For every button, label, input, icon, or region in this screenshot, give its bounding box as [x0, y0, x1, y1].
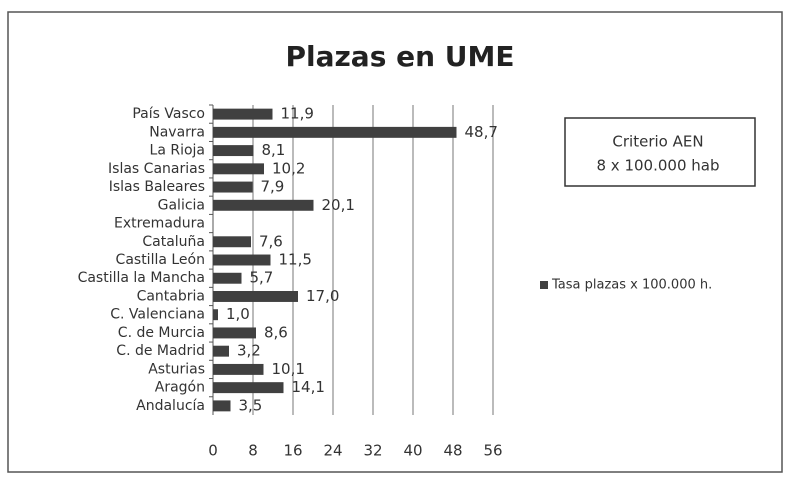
y-tick-label: Castilla la Mancha — [78, 270, 205, 286]
y-tick-label: Extremadura — [114, 216, 205, 232]
chart-title: Plazas en UME — [285, 40, 514, 73]
data-label: 7,9 — [261, 178, 285, 196]
data-label: 1,0 — [226, 305, 250, 323]
y-tick-label: Cataluña — [142, 234, 205, 250]
bar — [213, 400, 231, 412]
bar — [213, 254, 271, 266]
y-tick-label: Galicia — [158, 197, 205, 213]
y-tick-label: C. de Murcia — [118, 325, 205, 341]
y-tick-label: Castilla León — [116, 252, 205, 268]
annotation-line: 8 x 100.000 hab — [597, 157, 720, 175]
bar — [213, 236, 251, 248]
x-tick-label: 8 — [248, 442, 258, 460]
y-tick-label: Andalucía — [136, 398, 205, 414]
bar — [213, 108, 273, 120]
bar — [213, 291, 298, 302]
y-tick-label: C. de Madrid — [116, 343, 205, 359]
y-tick-label: La Rioja — [150, 143, 205, 159]
y-tick-label: País Vasco — [132, 106, 205, 122]
chart-frame — [7, 11, 783, 473]
bar — [213, 382, 284, 394]
y-tick-label: Asturias — [148, 361, 205, 377]
data-label: 10,1 — [272, 360, 305, 378]
y-tick-label: Aragón — [155, 380, 205, 396]
x-tick-label: 16 — [283, 442, 302, 460]
bar — [213, 163, 264, 175]
bar — [213, 126, 457, 138]
x-tick-label: 48 — [443, 442, 462, 460]
bar — [213, 272, 242, 284]
data-label: 14,1 — [292, 378, 325, 396]
bar — [213, 345, 229, 357]
bar — [213, 327, 256, 339]
bar — [213, 145, 254, 157]
bar — [213, 363, 264, 375]
data-label: 3,5 — [239, 396, 263, 414]
x-tick-label: 40 — [403, 442, 422, 460]
data-label: 8,1 — [262, 141, 286, 159]
annotation-box — [564, 117, 756, 187]
data-label: 10,2 — [272, 159, 305, 177]
data-label: 17,0 — [306, 287, 339, 305]
y-tick-label: Cantabria — [137, 288, 205, 304]
data-label: 5,7 — [250, 269, 274, 287]
bar — [213, 181, 253, 193]
y-tick-label: Navarra — [149, 124, 205, 140]
y-tick-label: Islas Canarias — [108, 161, 205, 177]
data-label: 7,6 — [259, 232, 283, 250]
data-label: 11,9 — [281, 105, 314, 123]
annotation-line: Criterio AEN — [612, 133, 703, 151]
bar — [213, 199, 314, 211]
x-tick-label: 24 — [323, 442, 342, 460]
x-tick-label: 0 — [208, 442, 218, 460]
data-label: 48,7 — [465, 123, 498, 141]
x-tick-label: 32 — [363, 442, 382, 460]
legend-label: Tasa plazas x 100.000 h. — [551, 278, 712, 293]
data-label: 8,6 — [264, 323, 288, 341]
y-tick-label: Islas Baleares — [109, 179, 205, 195]
data-label: 3,2 — [237, 342, 261, 360]
data-label: 11,5 — [279, 251, 312, 269]
data-label: 20,1 — [322, 196, 355, 214]
y-tick-label: C. Valenciana — [110, 307, 205, 323]
legend-swatch — [540, 281, 548, 289]
bar — [213, 309, 218, 321]
x-tick-label: 56 — [483, 442, 502, 460]
